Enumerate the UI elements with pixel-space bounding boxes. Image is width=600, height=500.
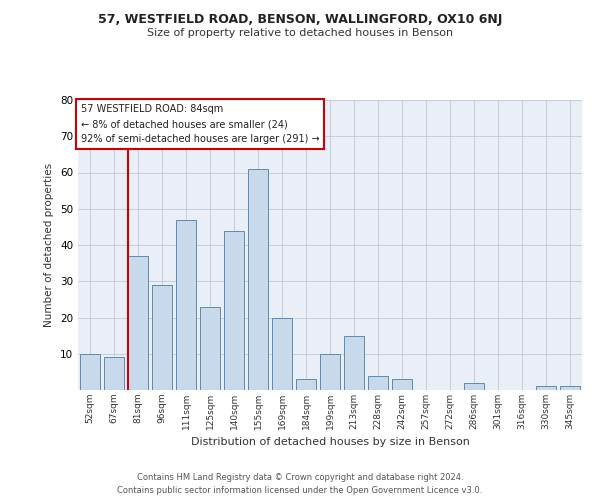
Bar	[104, 358, 124, 390]
Bar	[344, 336, 364, 390]
Bar	[224, 230, 244, 390]
Text: 57 WESTFIELD ROAD: 84sqm
← 8% of detached houses are smaller (24)
92% of semi-de: 57 WESTFIELD ROAD: 84sqm ← 8% of detache…	[80, 104, 319, 144]
Text: 57, WESTFIELD ROAD, BENSON, WALLINGFORD, OX10 6NJ: 57, WESTFIELD ROAD, BENSON, WALLINGFORD,…	[98, 12, 502, 26]
Bar	[272, 318, 292, 390]
Bar	[248, 169, 268, 390]
Bar	[392, 379, 412, 390]
Y-axis label: Number of detached properties: Number of detached properties	[44, 163, 55, 327]
Bar	[80, 354, 100, 390]
Bar	[368, 376, 388, 390]
Bar	[176, 220, 196, 390]
Bar	[560, 386, 580, 390]
Bar	[200, 306, 220, 390]
Text: Size of property relative to detached houses in Benson: Size of property relative to detached ho…	[147, 28, 453, 38]
Bar	[320, 354, 340, 390]
X-axis label: Distribution of detached houses by size in Benson: Distribution of detached houses by size …	[191, 438, 469, 448]
Text: Contains HM Land Registry data © Crown copyright and database right 2024.
Contai: Contains HM Land Registry data © Crown c…	[118, 474, 482, 495]
Bar	[464, 383, 484, 390]
Bar	[296, 379, 316, 390]
Bar	[152, 285, 172, 390]
Bar	[128, 256, 148, 390]
Bar	[536, 386, 556, 390]
